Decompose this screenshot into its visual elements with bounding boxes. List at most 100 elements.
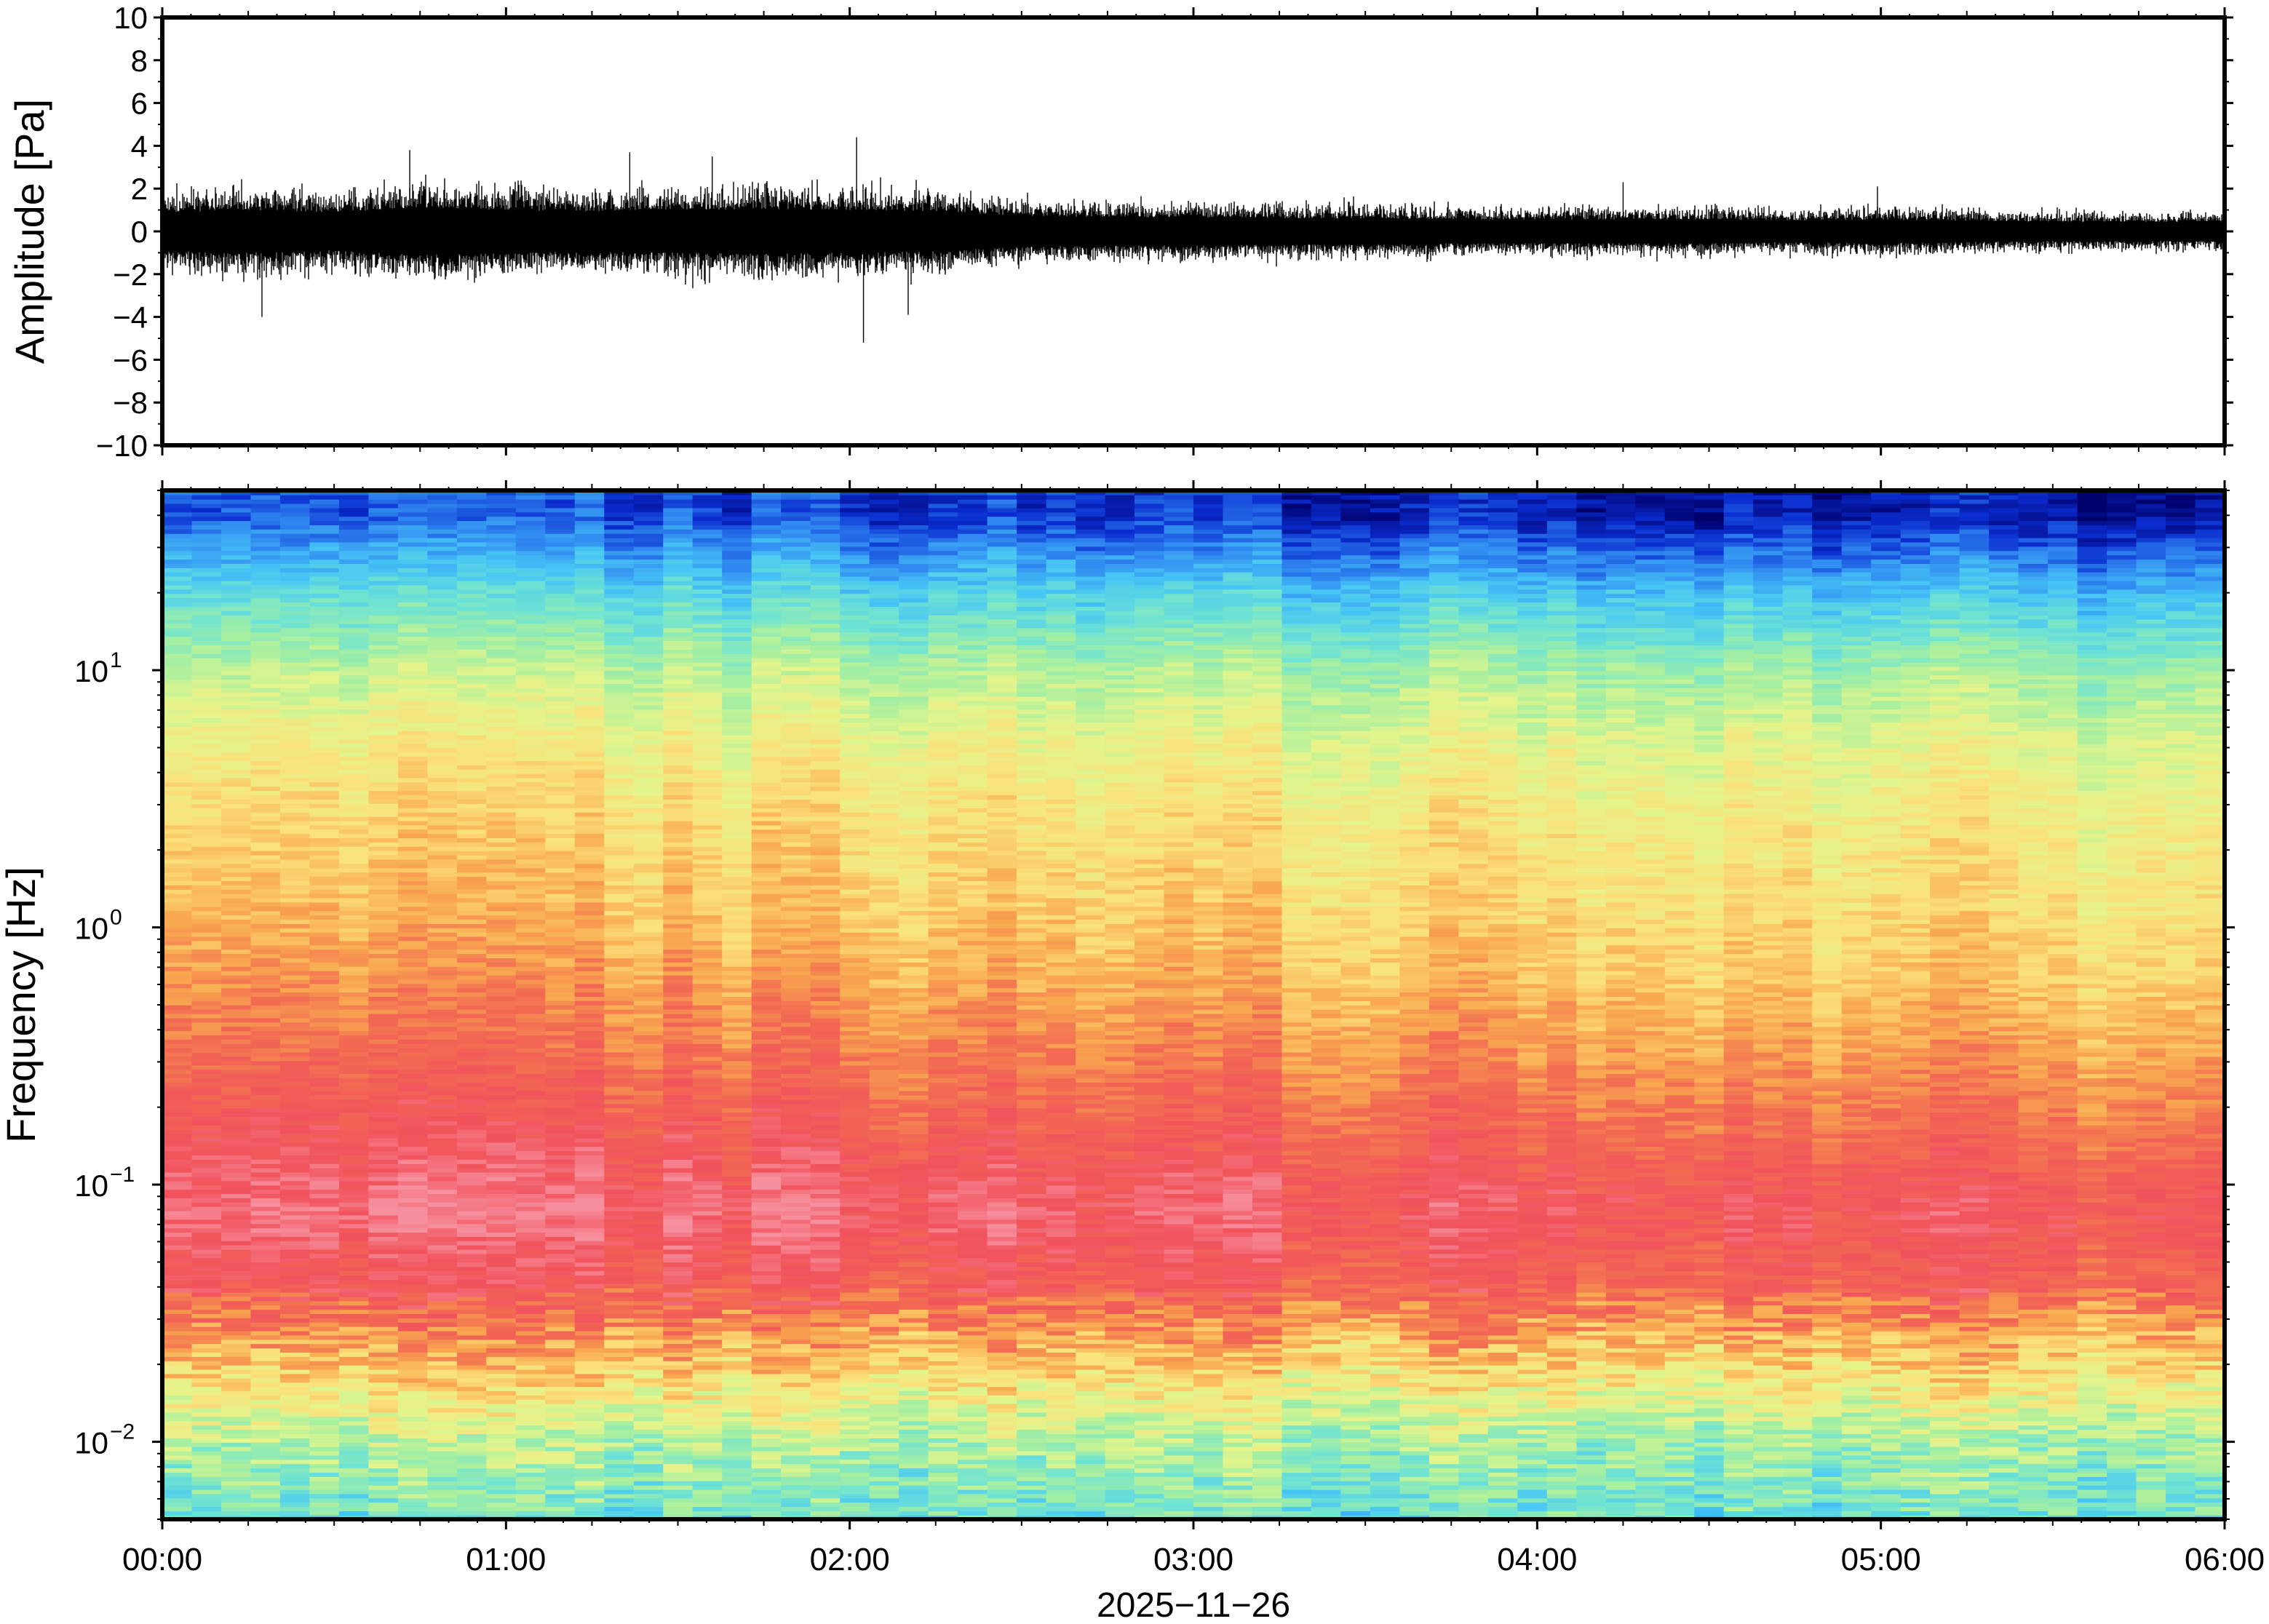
spectrogram-cell: [663, 1510, 694, 1516]
spectrogram-cell: [397, 1296, 429, 1302]
spectrogram-cell: [692, 1429, 723, 1434]
spectrogram-cell: [250, 781, 281, 787]
spectrogram-cell: [692, 589, 723, 594]
spectrogram-cell: [574, 653, 605, 658]
spectrogram-cell: [722, 983, 752, 989]
spectrogram-cell: [604, 645, 635, 650]
spectrogram-cell: [692, 571, 723, 577]
spectrogram-cell: [397, 1116, 429, 1121]
spectrogram-cell: [604, 1051, 635, 1057]
spectrogram-cell: [279, 803, 311, 808]
spectrogram-cell: [722, 1198, 752, 1203]
spectrogram-cell: [309, 1399, 340, 1404]
spectrogram-cell: [427, 1171, 458, 1177]
spectrogram-cell: [162, 541, 193, 547]
spectrogram-cell: [250, 1270, 281, 1275]
spectrogram-cell: [250, 1189, 281, 1194]
spectrogram-cell: [250, 1407, 281, 1413]
spectrogram-cell: [722, 1176, 752, 1182]
spectrogram-cell: [545, 966, 576, 971]
spectrogram-cell: [486, 696, 517, 701]
spectrogram-cell: [162, 910, 193, 916]
spectrogram-cell: [309, 610, 340, 616]
spectrogram-cell: [368, 816, 399, 821]
spectrogram-cell: [279, 1232, 311, 1237]
spectrogram-cell: [368, 953, 399, 958]
spectrogram-cell: [574, 1484, 605, 1490]
spectrogram-cell: [663, 512, 694, 517]
spectrogram-cell: [162, 537, 193, 543]
spectrogram-cell: [162, 1291, 193, 1297]
spectrogram-cell: [663, 623, 694, 629]
spectrogram-cell: [338, 653, 370, 658]
spectrogram-cell: [368, 1481, 399, 1486]
spectrogram-cell: [221, 867, 252, 873]
spectrogram-cell: [456, 1510, 488, 1516]
spectrogram-cell: [221, 1039, 252, 1044]
spectrogram-cell: [427, 1266, 458, 1272]
spectrogram-cell: [191, 795, 222, 800]
spectrogram-cell: [545, 1244, 576, 1250]
spectrogram-cell: [397, 730, 429, 736]
spectrogram-cell: [663, 1433, 694, 1438]
spectrogram-cell: [221, 747, 252, 753]
spectrogram-cell: [456, 713, 488, 719]
spectrogram-cell: [250, 1227, 281, 1233]
spectrogram-cell: [368, 1493, 399, 1499]
spectrogram-cell: [604, 525, 635, 530]
spectrogram-cell: [604, 1476, 635, 1481]
spectrogram-cell: [574, 906, 605, 912]
spectrogram-cell: [663, 1334, 694, 1340]
spectrogram-cell: [692, 1275, 723, 1280]
spectrogram-cell: [309, 970, 340, 976]
spectrogram-cell: [574, 1399, 605, 1404]
spectrogram-cell: [250, 602, 281, 607]
spectrogram-cell: [221, 1407, 252, 1413]
spectrogram-cell: [545, 614, 576, 620]
spectrogram-cell: [486, 992, 517, 997]
spectrogram-cell: [633, 525, 664, 530]
spectrogram-cell: [515, 653, 547, 658]
spectrogram-cell: [250, 640, 281, 645]
spectrogram-cell: [368, 1180, 399, 1186]
spectrogram-cell: [191, 503, 222, 509]
spectrogram-cell: [427, 1270, 458, 1275]
spectrogram-cell: [545, 717, 576, 723]
spectrogram-cell: [191, 833, 222, 838]
spectrogram-cell: [162, 850, 193, 856]
spectrogram-cell: [397, 1476, 429, 1481]
spectrogram-cell: [663, 739, 694, 744]
spectrogram-cell: [722, 1133, 752, 1139]
spectrogram-cell: [633, 597, 664, 602]
spectrogram-cell: [486, 923, 517, 928]
spectrogram-cell: [368, 666, 399, 672]
spectrogram-cell: [486, 983, 517, 989]
spectrogram-cell: [338, 541, 370, 547]
spectrogram-cell: [338, 1433, 370, 1438]
spectrogram-cell: [279, 1438, 311, 1443]
spectrogram-cell: [309, 1171, 340, 1177]
spectrogram-cell: [486, 571, 517, 577]
spectrogram-cell: [633, 970, 664, 976]
spectrogram-cell: [397, 1125, 429, 1130]
spectrogram-cell: [162, 1125, 193, 1130]
spectrogram-cell: [633, 1035, 664, 1040]
spectrogram-cell: [368, 773, 399, 779]
spectrogram-cell: [604, 1017, 635, 1023]
spectrogram-cell: [368, 996, 399, 1001]
spectrogram-cell: [692, 606, 723, 611]
spectrogram-cell: [279, 854, 311, 860]
spectrogram-cell: [663, 1502, 694, 1508]
spectrogram-cell: [692, 525, 723, 530]
spectrogram-cell: [368, 1369, 399, 1374]
spectrogram-cell: [663, 1412, 694, 1417]
spectrogram-cell: [604, 1412, 635, 1417]
spectrogram-cell: [221, 580, 252, 586]
spectrogram-cell: [574, 829, 605, 835]
spectrogram-cell: [663, 953, 694, 958]
spectrogram-cell: [368, 1125, 399, 1130]
spectrogram-cell: [162, 1283, 193, 1289]
spectrogram-cell: [663, 842, 694, 847]
spectrogram-cell: [279, 1107, 311, 1113]
spectrogram-cell: [162, 1257, 193, 1263]
